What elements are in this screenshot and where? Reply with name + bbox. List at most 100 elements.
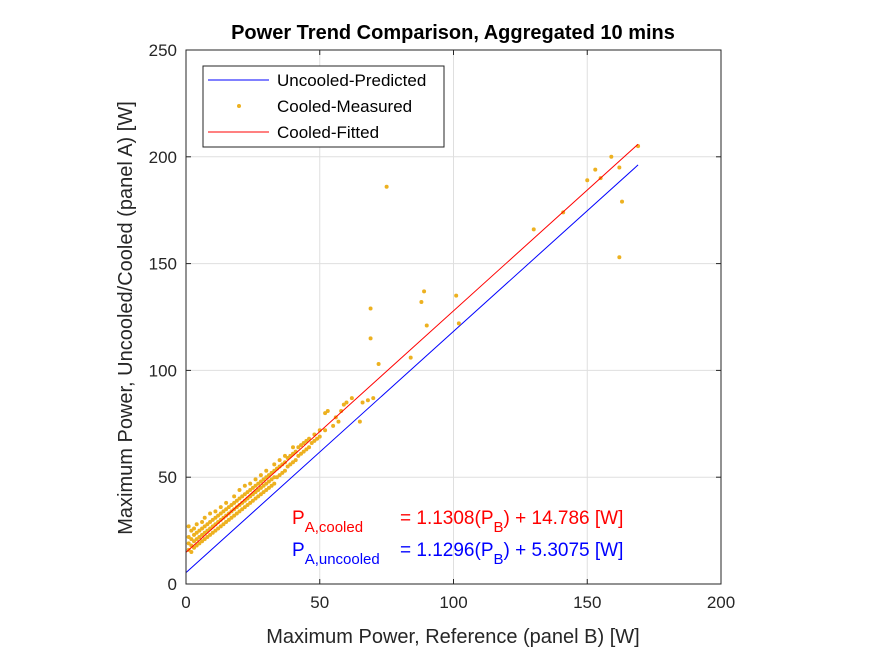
data-point: [197, 528, 202, 533]
data-point: [376, 361, 381, 366]
data-point: [261, 477, 266, 482]
data-point: [296, 453, 301, 458]
data-point: [309, 441, 314, 446]
x-tick-label: 150: [573, 593, 601, 612]
data-point: [218, 524, 223, 529]
y-tick-label: 150: [149, 255, 177, 274]
data-point: [424, 323, 429, 328]
data-point: [202, 524, 207, 529]
data-point: [272, 481, 277, 486]
data-point: [189, 528, 194, 533]
data-point: [454, 293, 459, 298]
y-axis-label: Maximum Power, Uncooled/Cooled (panel A)…: [115, 101, 137, 535]
data-point: [194, 522, 199, 527]
data-point: [186, 524, 191, 529]
data-point: [200, 520, 205, 525]
data-point: [261, 483, 266, 488]
legend-label: Cooled-Measured: [277, 97, 412, 116]
data-point: [186, 535, 191, 540]
data-point: [312, 438, 317, 443]
data-point: [371, 396, 376, 401]
data-point: [336, 419, 341, 424]
data-point: [210, 517, 215, 522]
data-point: [256, 481, 261, 486]
data-point: [291, 460, 295, 465]
data-point: [609, 154, 614, 159]
data-point: [245, 502, 250, 507]
data-point: [237, 509, 242, 514]
data-point: [205, 522, 210, 527]
data-point: [256, 488, 261, 493]
data-point: [237, 496, 242, 501]
data-point: [264, 481, 269, 486]
x-tick-label: 100: [439, 593, 467, 612]
data-point: [301, 441, 306, 446]
data-point: [200, 532, 205, 537]
data-point: [205, 535, 210, 540]
data-point: [250, 498, 255, 503]
legend-label: Uncooled-Predicted: [277, 71, 426, 90]
data-point: [261, 490, 266, 495]
data-point: [264, 475, 269, 480]
data-point: [242, 483, 247, 488]
data-point: [197, 535, 202, 540]
data-point: [218, 517, 223, 522]
data-point: [218, 505, 223, 510]
data-point: [200, 539, 205, 544]
data-point: [258, 479, 263, 484]
data-point: [299, 443, 304, 448]
data-point: [253, 496, 258, 501]
data-point: [245, 490, 250, 495]
data-point: [221, 522, 226, 527]
data-point: [194, 537, 199, 542]
data-point: [258, 473, 263, 478]
data-point: [357, 419, 362, 424]
fit-equation: PA,uncooled = 1.1296(PB) + 5.3075 [W]: [292, 540, 623, 568]
data-point: [323, 411, 328, 416]
x-tick-label: 200: [707, 593, 735, 612]
data-point: [408, 355, 413, 360]
data-point: [282, 468, 287, 473]
data-point: [242, 505, 247, 510]
data-point: [296, 445, 301, 450]
data-point: [240, 507, 245, 512]
data-point: [258, 485, 263, 490]
data-point: [202, 537, 207, 542]
data-point: [208, 511, 213, 516]
y-tick-label: 0: [168, 575, 177, 594]
data-point: [323, 428, 328, 433]
data-point: [240, 494, 245, 499]
data-point: [226, 517, 231, 522]
data-point: [331, 423, 336, 428]
data-point: [368, 306, 373, 311]
legend-marker-swatch: [237, 104, 241, 108]
data-point: [200, 526, 205, 531]
data-point: [368, 336, 373, 341]
data-point: [232, 513, 237, 518]
data-point: [293, 458, 298, 463]
data-point: [256, 494, 261, 499]
data-point: [282, 453, 287, 458]
data-point: [307, 445, 312, 450]
data-point: [208, 520, 213, 525]
data-point: [315, 436, 320, 441]
data-point: [344, 400, 349, 405]
data-point: [593, 167, 598, 172]
equation-annotations: PA,cooled = 1.1308(PB) + 14.786 [W] PA,unc…: [292, 508, 623, 568]
data-point: [299, 451, 304, 456]
legend: Uncooled-Predicted Cooled-Measured Cooled-…: [202, 65, 445, 148]
data-point: [232, 494, 237, 499]
data-point: [617, 255, 622, 260]
data-point: [266, 479, 271, 484]
data-point: [237, 502, 242, 507]
data-point: [224, 500, 229, 505]
data-point: [269, 483, 274, 488]
y-tick-label: 100: [149, 361, 177, 380]
data-point: [224, 507, 229, 512]
fit-equation: PA,cooled = 1.1308(PB) + 14.786 [W]: [292, 508, 623, 536]
data-point: [258, 492, 263, 497]
data-point: [531, 227, 536, 232]
data-point: [456, 321, 461, 326]
data-point: [189, 537, 194, 542]
data-point: [280, 462, 285, 467]
